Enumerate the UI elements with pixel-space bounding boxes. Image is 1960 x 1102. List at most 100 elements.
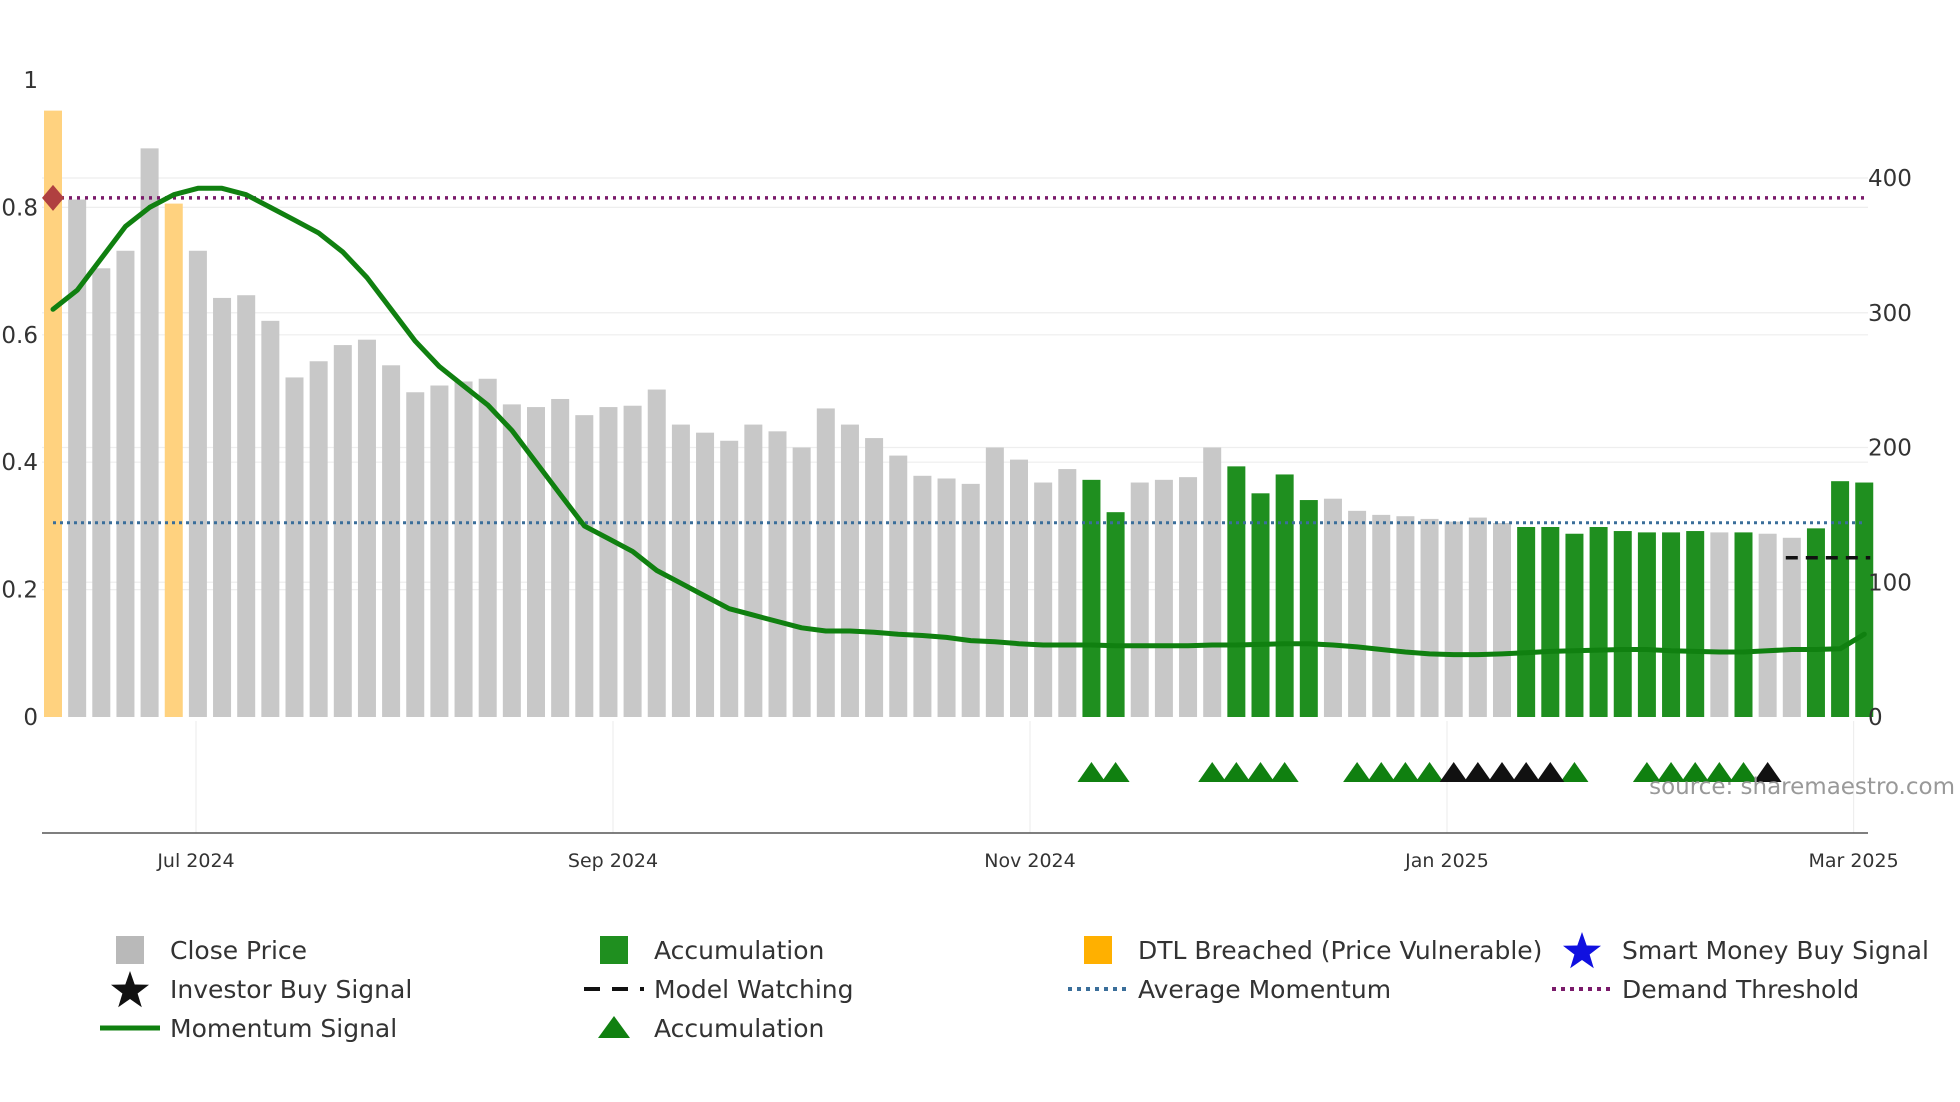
accumulation-marker — [1657, 762, 1686, 782]
legend-item: Model Watching — [584, 975, 854, 1004]
close-price-bar — [768, 431, 787, 717]
close-price-bar — [430, 385, 449, 717]
close-price-bar — [575, 415, 594, 717]
accumulation-bar — [1855, 482, 1874, 717]
accumulation-marker — [1632, 762, 1661, 782]
close-price-bar — [140, 148, 159, 718]
close-price-bar — [1034, 482, 1053, 717]
investor-buy-marker — [1488, 762, 1516, 782]
accumulation-marker — [1705, 762, 1734, 782]
legend-swatch-square — [116, 936, 144, 964]
close-price-bar — [937, 478, 956, 717]
close-price-bar — [1130, 482, 1149, 717]
legend-item: Investor Buy Signal — [111, 971, 412, 1008]
legend-item: Accumulation — [600, 936, 824, 965]
investor-buy-marker — [1439, 762, 1468, 782]
close-price-bar — [671, 424, 690, 717]
accumulation-bar — [1275, 474, 1294, 717]
accumulation-bar — [1662, 532, 1681, 717]
accumulation-bar — [1734, 532, 1753, 717]
close-price-bar — [985, 447, 1004, 717]
close-price-bar — [406, 392, 425, 717]
close-price-bar — [116, 250, 135, 717]
close-price-bar — [1179, 477, 1198, 717]
legend-label: Smart Money Buy Signal — [1622, 936, 1929, 965]
dtl-breach-marker — [42, 184, 64, 211]
close-price-bar — [382, 365, 401, 717]
x-axis-tick-label: Nov 2024 — [984, 850, 1075, 872]
momentum-signal — [50, 185, 1867, 658]
accumulation-bar — [1299, 500, 1318, 717]
x-axis-tick-label: Mar 2025 — [1808, 850, 1898, 872]
legend-label: Demand Threshold — [1622, 975, 1859, 1004]
accumulation-marker — [1222, 762, 1251, 782]
accumulation-marker — [1729, 762, 1758, 782]
close-price-bar — [623, 405, 642, 717]
legend-item: DTL Breached (Price Vulnerable) — [1084, 936, 1542, 965]
close-price-bar — [865, 438, 884, 717]
legend-swatch-star — [1563, 932, 1601, 969]
close-price-bar — [1323, 498, 1342, 717]
accumulation-marker — [1101, 762, 1130, 782]
accumulation-marker — [1560, 762, 1589, 782]
close-price-bar — [261, 320, 280, 717]
close-price-bar — [1203, 447, 1222, 717]
legend-item: Accumulation — [598, 1014, 824, 1043]
close-price-bar — [92, 268, 111, 717]
close-price-bar — [816, 408, 835, 717]
legend-label: DTL Breached (Price Vulnerable) — [1138, 936, 1542, 965]
legend-label: Accumulation — [654, 936, 824, 965]
close-price-bar — [913, 475, 932, 717]
close-price-bar — [647, 389, 666, 717]
right-axis-tick-label: 300 — [1868, 301, 1912, 327]
left-axis-tick-label: 0 — [23, 705, 38, 731]
close-price-bar — [1348, 510, 1367, 717]
accumulation-bar — [1251, 493, 1270, 717]
close-price-bar — [1396, 516, 1415, 717]
left-axis-tick-label: 0.8 — [1, 195, 38, 221]
close-price-bar — [502, 404, 521, 717]
close-price-bar — [478, 378, 497, 717]
accumulation-bar — [1106, 512, 1125, 717]
legend-swatch-square — [1084, 936, 1112, 964]
close-price-bar — [1420, 518, 1439, 717]
accumulation-marker — [1391, 762, 1420, 782]
close-price-bar — [188, 250, 207, 717]
accumulation-marker — [1246, 762, 1275, 782]
x-axis-tick-label: Sep 2024 — [568, 850, 658, 872]
legend-label: Momentum Signal — [170, 1014, 397, 1043]
legend-item: Close Price — [116, 936, 307, 965]
legend: Close Price Accumulation DTL Breached (Pri… — [100, 932, 1929, 1043]
close-price-bar — [333, 345, 352, 717]
right-axis-tick-label: 200 — [1868, 436, 1912, 462]
axes: 0 0.2 0.4 0.6 0.8 1 0 100 200 300 400 Jul 2024 Sep 2… — [1, 68, 1912, 872]
legend-label: Model Watching — [654, 975, 854, 1004]
legend-label: Average Momentum — [1138, 975, 1391, 1004]
investor-buy-marker — [1512, 762, 1541, 782]
source-label: source: sharemaestro.com — [1649, 774, 1955, 800]
momentum-signal-line — [50, 185, 1867, 658]
accumulation-marker — [1077, 762, 1106, 782]
dtl-breach-bar — [164, 203, 183, 718]
close-price-bar — [285, 377, 304, 717]
close-price-bar — [744, 424, 763, 717]
accumulation-bar — [1565, 533, 1584, 717]
legend-swatch-star — [111, 971, 149, 1008]
right-axis-tick-label: 100 — [1868, 570, 1912, 596]
close-price-bar — [357, 339, 376, 717]
accumulation-bar — [1806, 528, 1825, 717]
close-price-bar — [720, 440, 739, 717]
accumulation-bar — [1637, 532, 1656, 717]
close-price-bar — [1710, 532, 1729, 717]
close-price-bar — [599, 407, 618, 717]
close-price-bar — [68, 199, 87, 717]
left-axis-tick-label: 0.4 — [1, 450, 38, 476]
close-price-bar — [961, 483, 980, 717]
legend-label: Accumulation — [654, 1014, 824, 1043]
accumulation-marker — [1681, 762, 1710, 782]
accumulation-bar — [1541, 527, 1560, 717]
accumulation-marker — [1198, 762, 1227, 782]
signal-markers — [42, 184, 1782, 782]
close-price-bar — [1058, 469, 1077, 717]
